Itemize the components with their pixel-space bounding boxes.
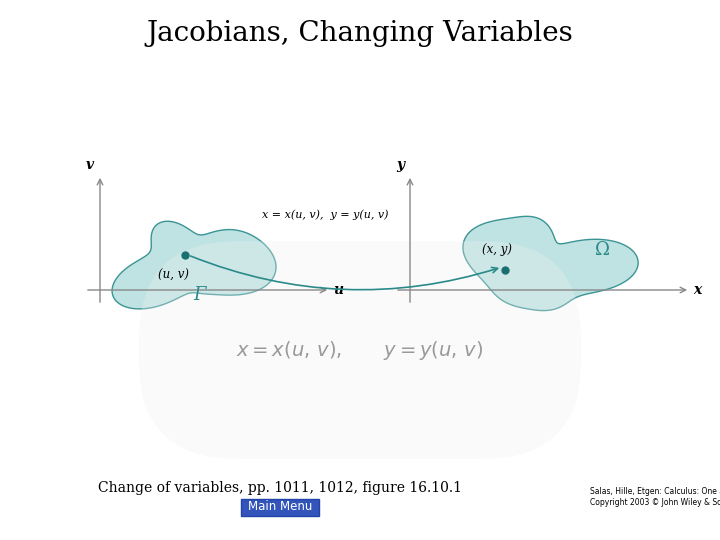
Text: $x = x(u,\,v), \qquad y = y(u,\,v)$: $x = x(u,\,v), \qquad y = y(u,\,v)$	[236, 339, 484, 361]
Text: Salas, Hille, Etgen: Calculus: One and Several Variables
Copyright 2003 © John W: Salas, Hille, Etgen: Calculus: One and S…	[590, 487, 720, 508]
Text: Ω: Ω	[595, 241, 610, 259]
Text: Γ: Γ	[194, 286, 206, 304]
Polygon shape	[112, 221, 276, 309]
Text: (u, v): (u, v)	[158, 269, 189, 282]
FancyBboxPatch shape	[241, 498, 319, 516]
Text: v: v	[86, 158, 94, 172]
Text: (x, y): (x, y)	[482, 243, 512, 256]
Text: y: y	[396, 158, 404, 172]
Text: u: u	[333, 283, 343, 297]
Polygon shape	[463, 217, 638, 310]
Text: Jacobians, Changing Variables: Jacobians, Changing Variables	[147, 20, 573, 47]
Text: x = x(u, v),  y = y(u, v): x = x(u, v), y = y(u, v)	[262, 210, 388, 220]
Text: x: x	[693, 283, 701, 297]
Text: Change of variables, pp. 1011, 1012, figure 16.10.1: Change of variables, pp. 1011, 1012, fig…	[98, 481, 462, 495]
FancyArrowPatch shape	[191, 256, 498, 290]
Text: Main Menu: Main Menu	[248, 501, 312, 514]
